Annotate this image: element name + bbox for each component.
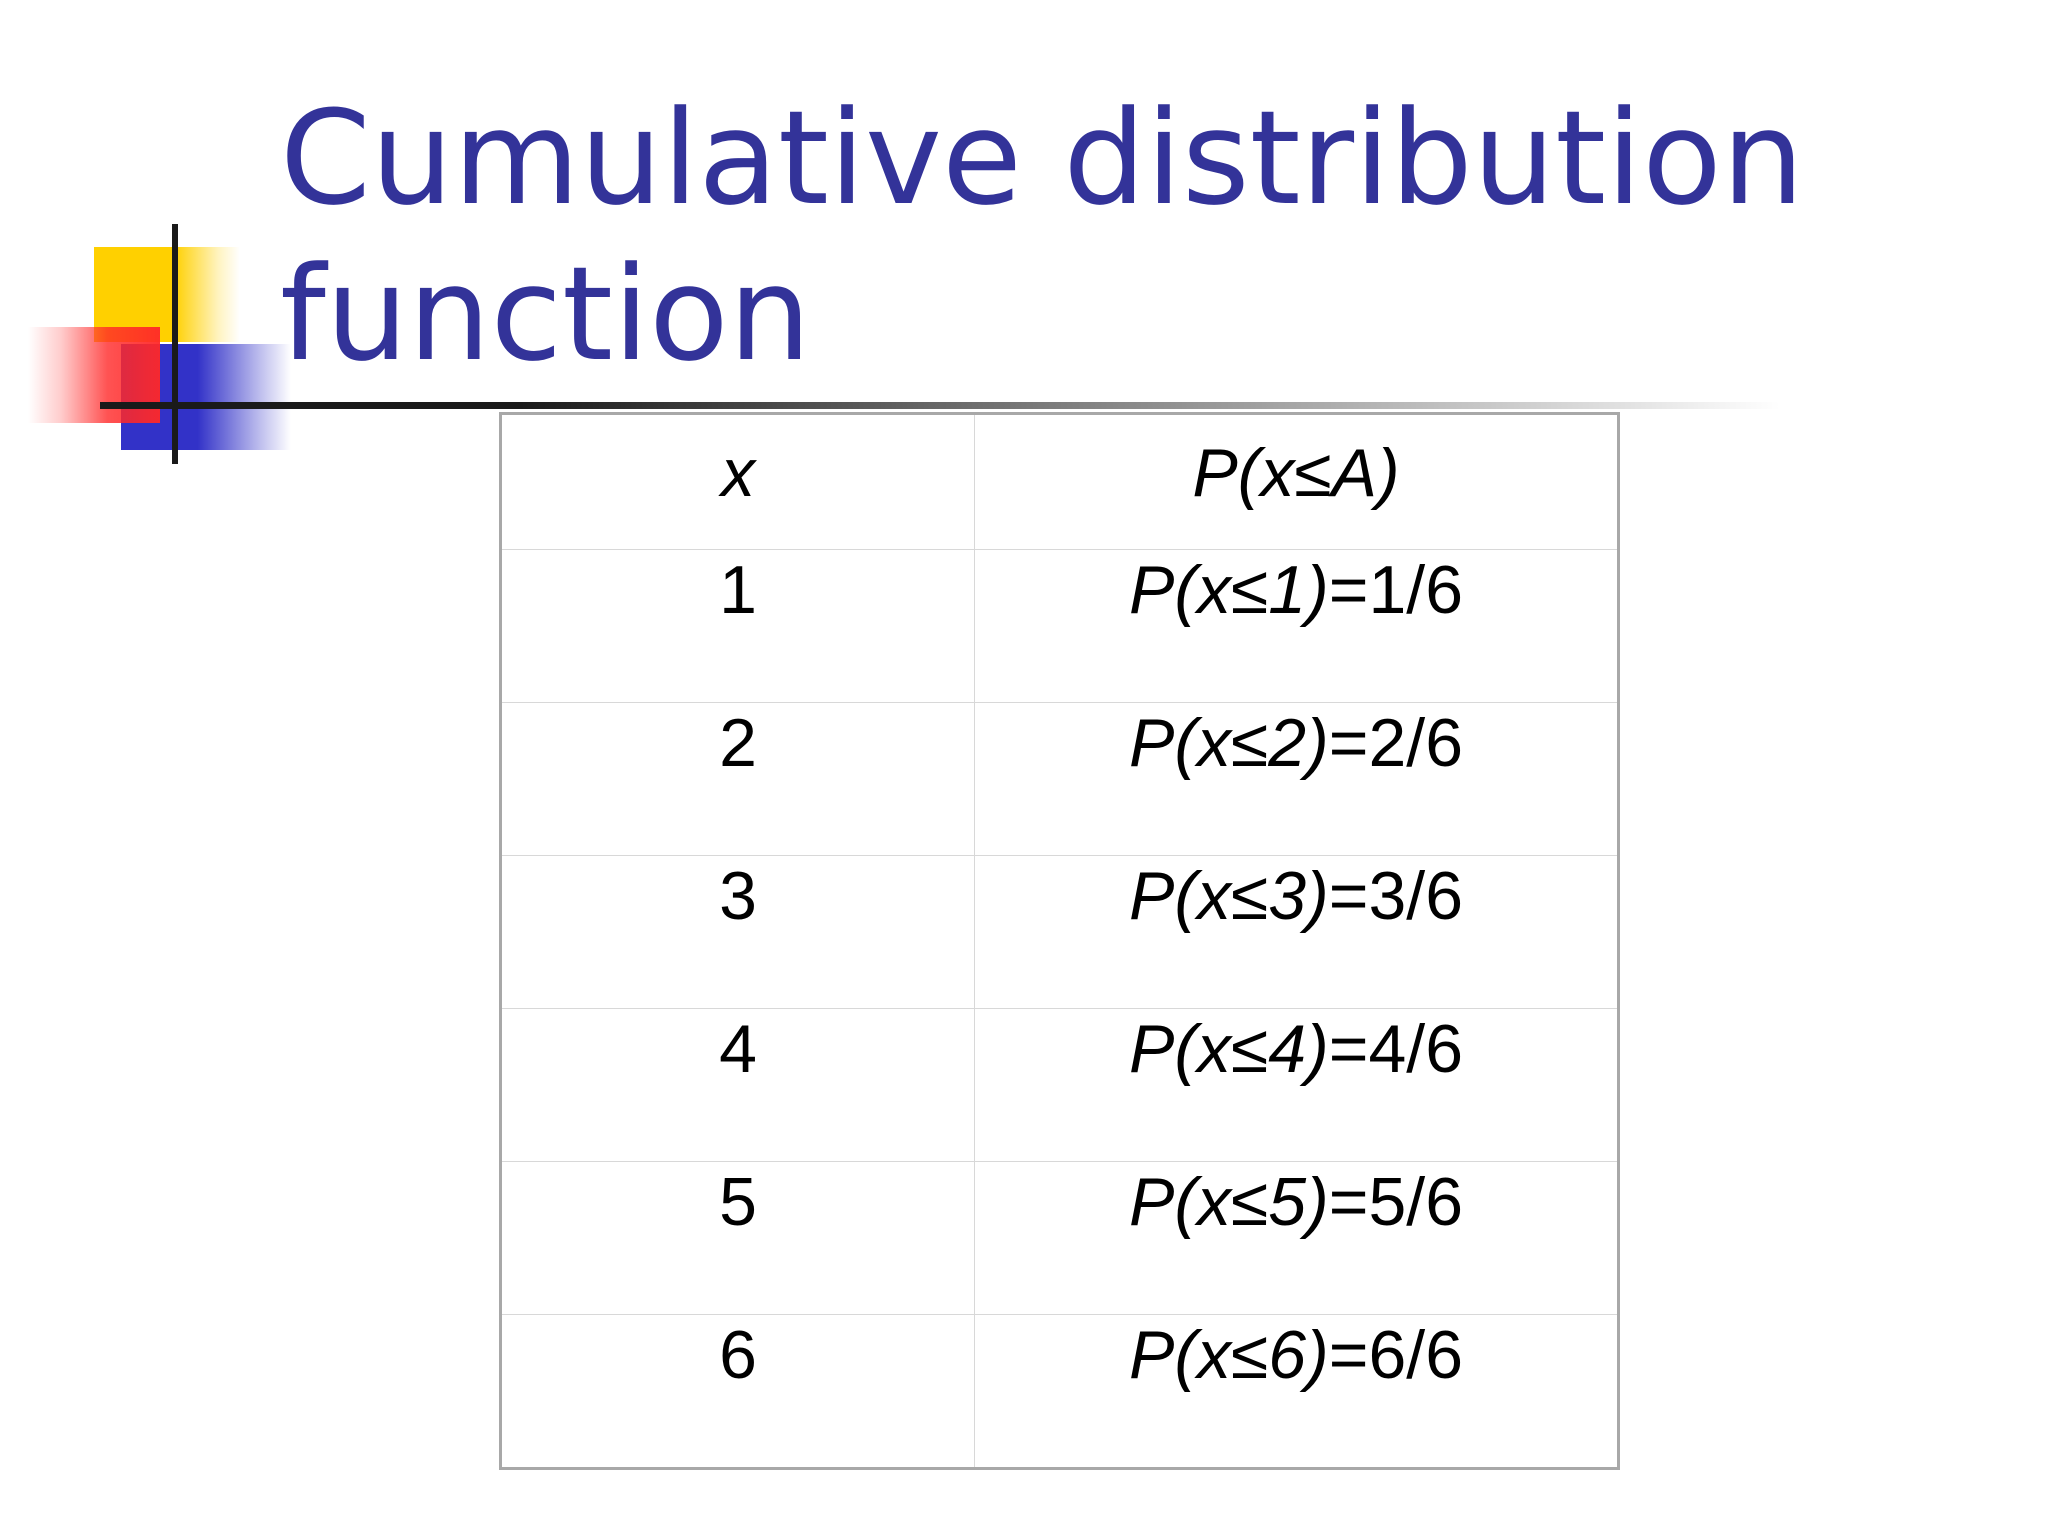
cell-probability: P(x≤2)=2/6 [974, 702, 1619, 856]
prob-value: =5/6 [1328, 1164, 1464, 1240]
cell-x: 5 [500, 1161, 975, 1315]
cell-x: 6 [500, 1314, 975, 1469]
table-row: 6 P(x≤6)=6/6 [500, 1314, 1619, 1469]
prob-expression: P(x≤3) [1128, 858, 1329, 934]
decorative-vertical-line [172, 224, 178, 464]
cell-x: 3 [500, 855, 975, 1009]
prob-value: =3/6 [1328, 858, 1464, 934]
cell-x: 4 [500, 1008, 975, 1162]
cell-probability: P(x≤1)=1/6 [974, 549, 1619, 703]
cell-probability: P(x≤3)=3/6 [974, 855, 1619, 1009]
prob-value: =2/6 [1328, 705, 1464, 781]
table-row: 5 P(x≤5)=5/6 [500, 1161, 1619, 1315]
prob-expression: P(x≤6) [1128, 1317, 1329, 1393]
cdf-table: x P(x≤A) 1 P(x≤1)=1/6 2 P(x≤2)=2/6 3 P(x… [499, 412, 1620, 1470]
table-row: 4 P(x≤4)=4/6 [500, 1008, 1619, 1162]
header-probability: P(x≤A) [974, 413, 1619, 550]
prob-value: =6/6 [1328, 1317, 1464, 1393]
title-underline [100, 402, 1780, 409]
table-row: 1 P(x≤1)=1/6 [500, 549, 1619, 703]
prob-value: =1/6 [1328, 552, 1464, 628]
prob-expression: P(x≤4) [1128, 1011, 1329, 1087]
cell-probability: P(x≤4)=4/6 [974, 1008, 1619, 1162]
header-x: x [500, 413, 975, 550]
table-header-row: x P(x≤A) [500, 413, 1619, 550]
table-row: 2 P(x≤2)=2/6 [500, 702, 1619, 856]
slide-title-line-2: function [280, 238, 812, 390]
cell-x: 1 [500, 549, 975, 703]
cell-probability: P(x≤5)=5/6 [974, 1161, 1619, 1315]
slide-title: Cumulative distribution function [280, 80, 1980, 392]
prob-value: =4/6 [1328, 1011, 1464, 1087]
cell-probability: P(x≤6)=6/6 [974, 1314, 1619, 1469]
slide-title-line-1: Cumulative distribution [280, 82, 1805, 234]
table-row: 3 P(x≤3)=3/6 [500, 855, 1619, 1009]
prob-expression: P(x≤5) [1128, 1164, 1329, 1240]
decorative-yellow-square [94, 247, 240, 342]
prob-expression: P(x≤1) [1128, 552, 1329, 628]
cell-x: 2 [500, 702, 975, 856]
prob-expression: P(x≤2) [1128, 705, 1329, 781]
